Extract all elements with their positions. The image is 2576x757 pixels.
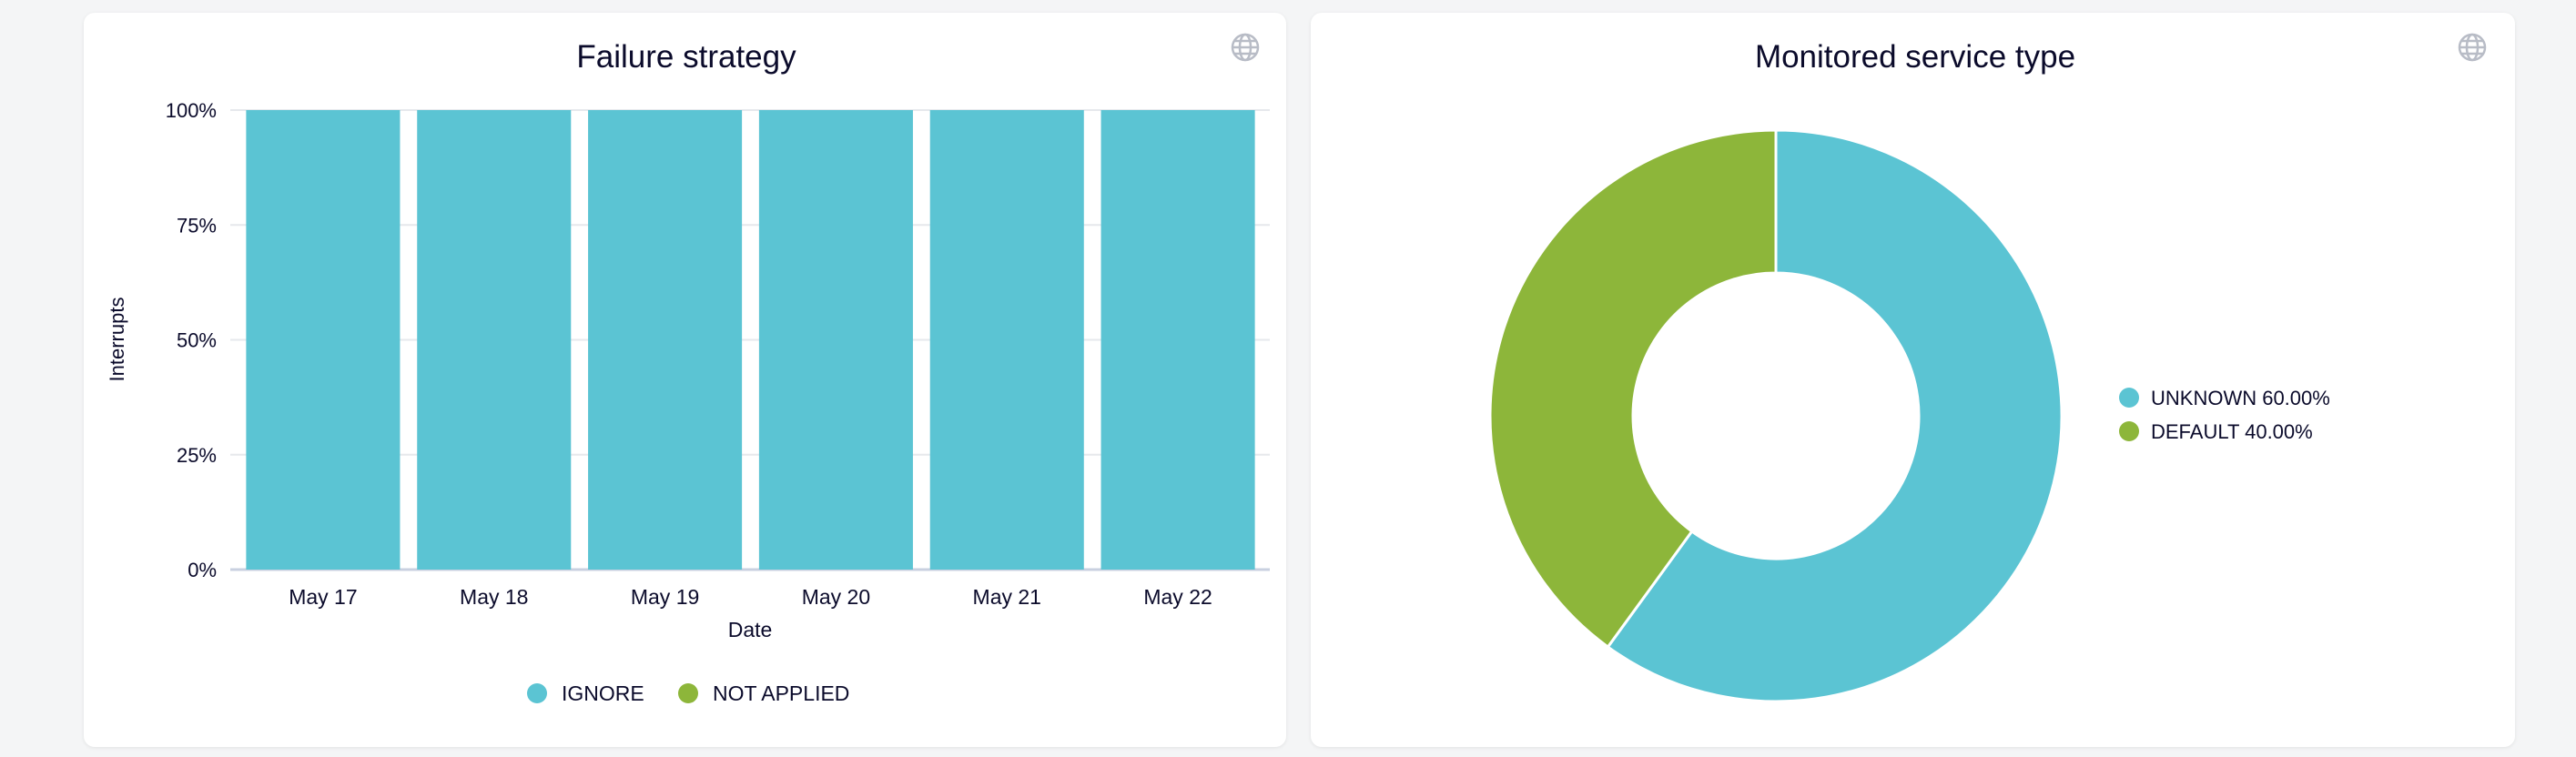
bar-ignore[interactable] [588, 110, 743, 570]
y-tick-label: 50% [177, 329, 217, 352]
x-axis-label: Date [728, 618, 773, 641]
y-tick-label: 75% [177, 214, 217, 237]
x-tick-label: May 22 [1143, 585, 1212, 609]
legend-item-unknown[interactable]: UNKNOWN 60.00% [2119, 387, 2330, 409]
x-tick-label: May 19 [631, 585, 699, 609]
bar-ignore[interactable] [1100, 110, 1255, 570]
donut-chart-title: Monitored service type [1755, 39, 2075, 75]
y-tick-label: 0% [188, 559, 217, 581]
legend-item-ignore[interactable]: IGNORE [527, 681, 644, 705]
legend-swatch-unknown [2119, 388, 2139, 408]
legend-item-not-applied[interactable]: NOT APPLIED [678, 681, 849, 705]
bar-ignore[interactable] [929, 110, 1084, 570]
bar-ignore[interactable] [758, 110, 913, 570]
legend-label-default: DEFAULT 40.00% [2151, 420, 2313, 443]
bar-ignore[interactable] [246, 110, 401, 570]
globe-icon[interactable] [1231, 33, 1260, 62]
y-tick-label: 100% [166, 99, 217, 122]
legend-label-ignore: IGNORE [562, 681, 644, 705]
x-tick-label: May 18 [460, 585, 528, 609]
legend-swatch-ignore [527, 683, 547, 703]
legend-item-default[interactable]: DEFAULT 40.00% [2119, 420, 2313, 443]
legend-swatch-not-applied [678, 683, 698, 703]
legend-label-unknown: UNKNOWN 60.00% [2151, 387, 2330, 409]
legend-label-not-applied: NOT APPLIED [713, 681, 849, 705]
slice-unknown[interactable] [1606, 128, 2064, 703]
legend-swatch-default [2119, 421, 2139, 441]
x-tick-label: May 21 [973, 585, 1041, 609]
bar-chart-title: Failure strategy [576, 39, 796, 75]
x-tick-label: May 17 [289, 585, 357, 609]
slice-default[interactable] [1488, 128, 1778, 650]
y-axis-label: Interrupts [106, 298, 128, 382]
x-tick-label: May 20 [802, 585, 870, 609]
globe-icon[interactable] [2458, 33, 2487, 62]
bar-ignore[interactable] [417, 110, 572, 570]
y-tick-label: 25% [177, 444, 217, 467]
